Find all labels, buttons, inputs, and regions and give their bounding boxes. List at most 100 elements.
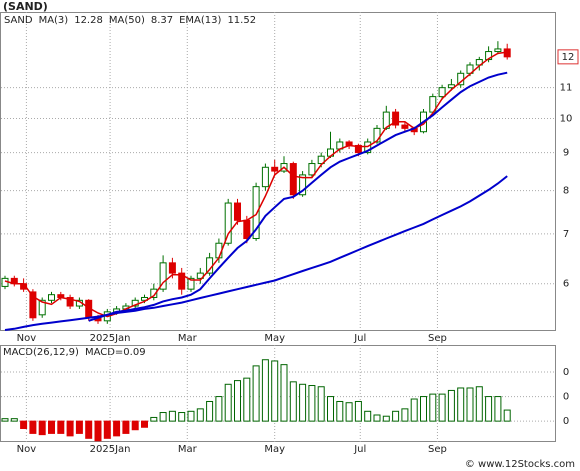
macd-bar	[113, 420, 121, 437]
macd-bar	[475, 386, 483, 422]
macd-bar	[29, 420, 37, 434]
candle-body	[66, 296, 74, 307]
candle-body	[252, 186, 260, 240]
macd-bar	[271, 360, 279, 422]
candle-body	[364, 141, 372, 154]
candle-body	[187, 277, 195, 290]
macd-bar	[187, 410, 195, 422]
macd-bar	[327, 396, 334, 422]
macd-bar	[224, 383, 232, 422]
macd-bar	[401, 408, 409, 422]
macd-bar	[141, 420, 148, 428]
x-tick-label: 2025Jan	[90, 333, 131, 344]
y-tick-label: 0	[563, 367, 569, 378]
candle-body	[271, 166, 279, 172]
candle-body	[168, 262, 176, 274]
macd-bar	[289, 381, 297, 422]
macd-bar	[485, 396, 493, 422]
candle-body	[373, 127, 381, 143]
macd-bar	[457, 387, 465, 422]
x-tick-label: Sep	[428, 333, 447, 344]
legend-label: MA(3)	[39, 15, 69, 26]
macd-bar	[299, 383, 307, 422]
y-tick-label: 8	[563, 186, 569, 197]
macd-bar	[168, 410, 176, 422]
macd-bar	[38, 420, 46, 436]
candle-body	[1, 277, 9, 287]
macd-bar	[345, 402, 353, 422]
candle-body	[401, 124, 409, 129]
candle-body	[299, 174, 307, 196]
candle-body	[224, 202, 232, 244]
candle-body	[234, 202, 241, 221]
ma-line	[4, 51, 508, 318]
chart-title: (SAND)	[3, 0, 48, 13]
macd-bar	[494, 396, 502, 422]
y-tick-label: 0	[563, 392, 569, 403]
candle-body	[150, 288, 158, 298]
macd-bar	[364, 410, 372, 422]
macd-bar	[466, 387, 474, 422]
macd-bar	[429, 393, 437, 422]
panel-title: MACD(26,12,9)	[3, 347, 79, 358]
macd-bar	[234, 380, 241, 422]
x-tick-label: Mar	[178, 444, 198, 455]
macd-bar	[85, 420, 93, 439]
panel-legend: MACD=0.09	[85, 347, 146, 358]
macd-bar	[178, 412, 186, 422]
macd-bar	[1, 418, 9, 422]
x-tick-label: May	[264, 333, 285, 344]
legend-label: EMA(13)	[179, 15, 221, 26]
y-tick-label: 6	[563, 279, 569, 290]
legend-label: MA(50)	[109, 15, 145, 26]
macd-bar	[122, 420, 130, 434]
x-tick-label: Jul	[353, 333, 366, 344]
candle-body	[261, 166, 269, 188]
legend-label: SAND	[4, 15, 33, 26]
footer: © www.12Stocks.com	[465, 459, 575, 470]
candle-body	[494, 48, 502, 53]
legend-value: 8.37	[151, 15, 173, 26]
macd-bar	[196, 408, 204, 422]
y-tick-label: 7	[563, 229, 569, 240]
x-tick-label: Jul	[353, 444, 366, 455]
macd-bar	[94, 420, 102, 442]
price-tag	[557, 49, 579, 65]
ma-line	[4, 175, 508, 331]
macd-bar	[206, 400, 214, 422]
candle-body	[308, 163, 316, 176]
macd-bar	[215, 396, 223, 422]
candle-body	[317, 155, 325, 165]
y-tick-label: 11	[560, 83, 573, 94]
macd-bar	[20, 420, 28, 429]
candle-body	[438, 87, 446, 98]
y-tick-label: 0	[563, 416, 569, 427]
candle-body	[392, 111, 400, 126]
macd-bar	[10, 418, 18, 422]
macd-bar	[447, 389, 455, 422]
macd-bar	[57, 420, 65, 434]
x-tick-label: Sep	[428, 444, 447, 455]
macd-bar	[373, 414, 381, 422]
macd-bar	[243, 377, 251, 422]
macd-bar	[382, 415, 390, 422]
candle-body	[354, 144, 362, 154]
macd-bar	[354, 400, 362, 422]
macd-bar	[75, 420, 83, 434]
macd-bar	[103, 420, 111, 439]
macd-panel	[0, 345, 556, 442]
x-tick-label: 2025Jan	[90, 444, 131, 455]
x-tick-label: Nov	[17, 333, 37, 344]
macd-bar	[438, 393, 446, 422]
candle-body	[38, 299, 46, 316]
macd-bar	[261, 359, 269, 422]
candle-body	[178, 272, 186, 290]
macd-bar	[308, 385, 316, 422]
ma-line	[88, 71, 508, 322]
candle-body	[48, 294, 55, 301]
price-panel	[0, 12, 556, 331]
x-tick-label: May	[264, 444, 285, 455]
legend-value: 12.28	[74, 15, 103, 26]
legend-value: 11.52	[227, 15, 256, 26]
